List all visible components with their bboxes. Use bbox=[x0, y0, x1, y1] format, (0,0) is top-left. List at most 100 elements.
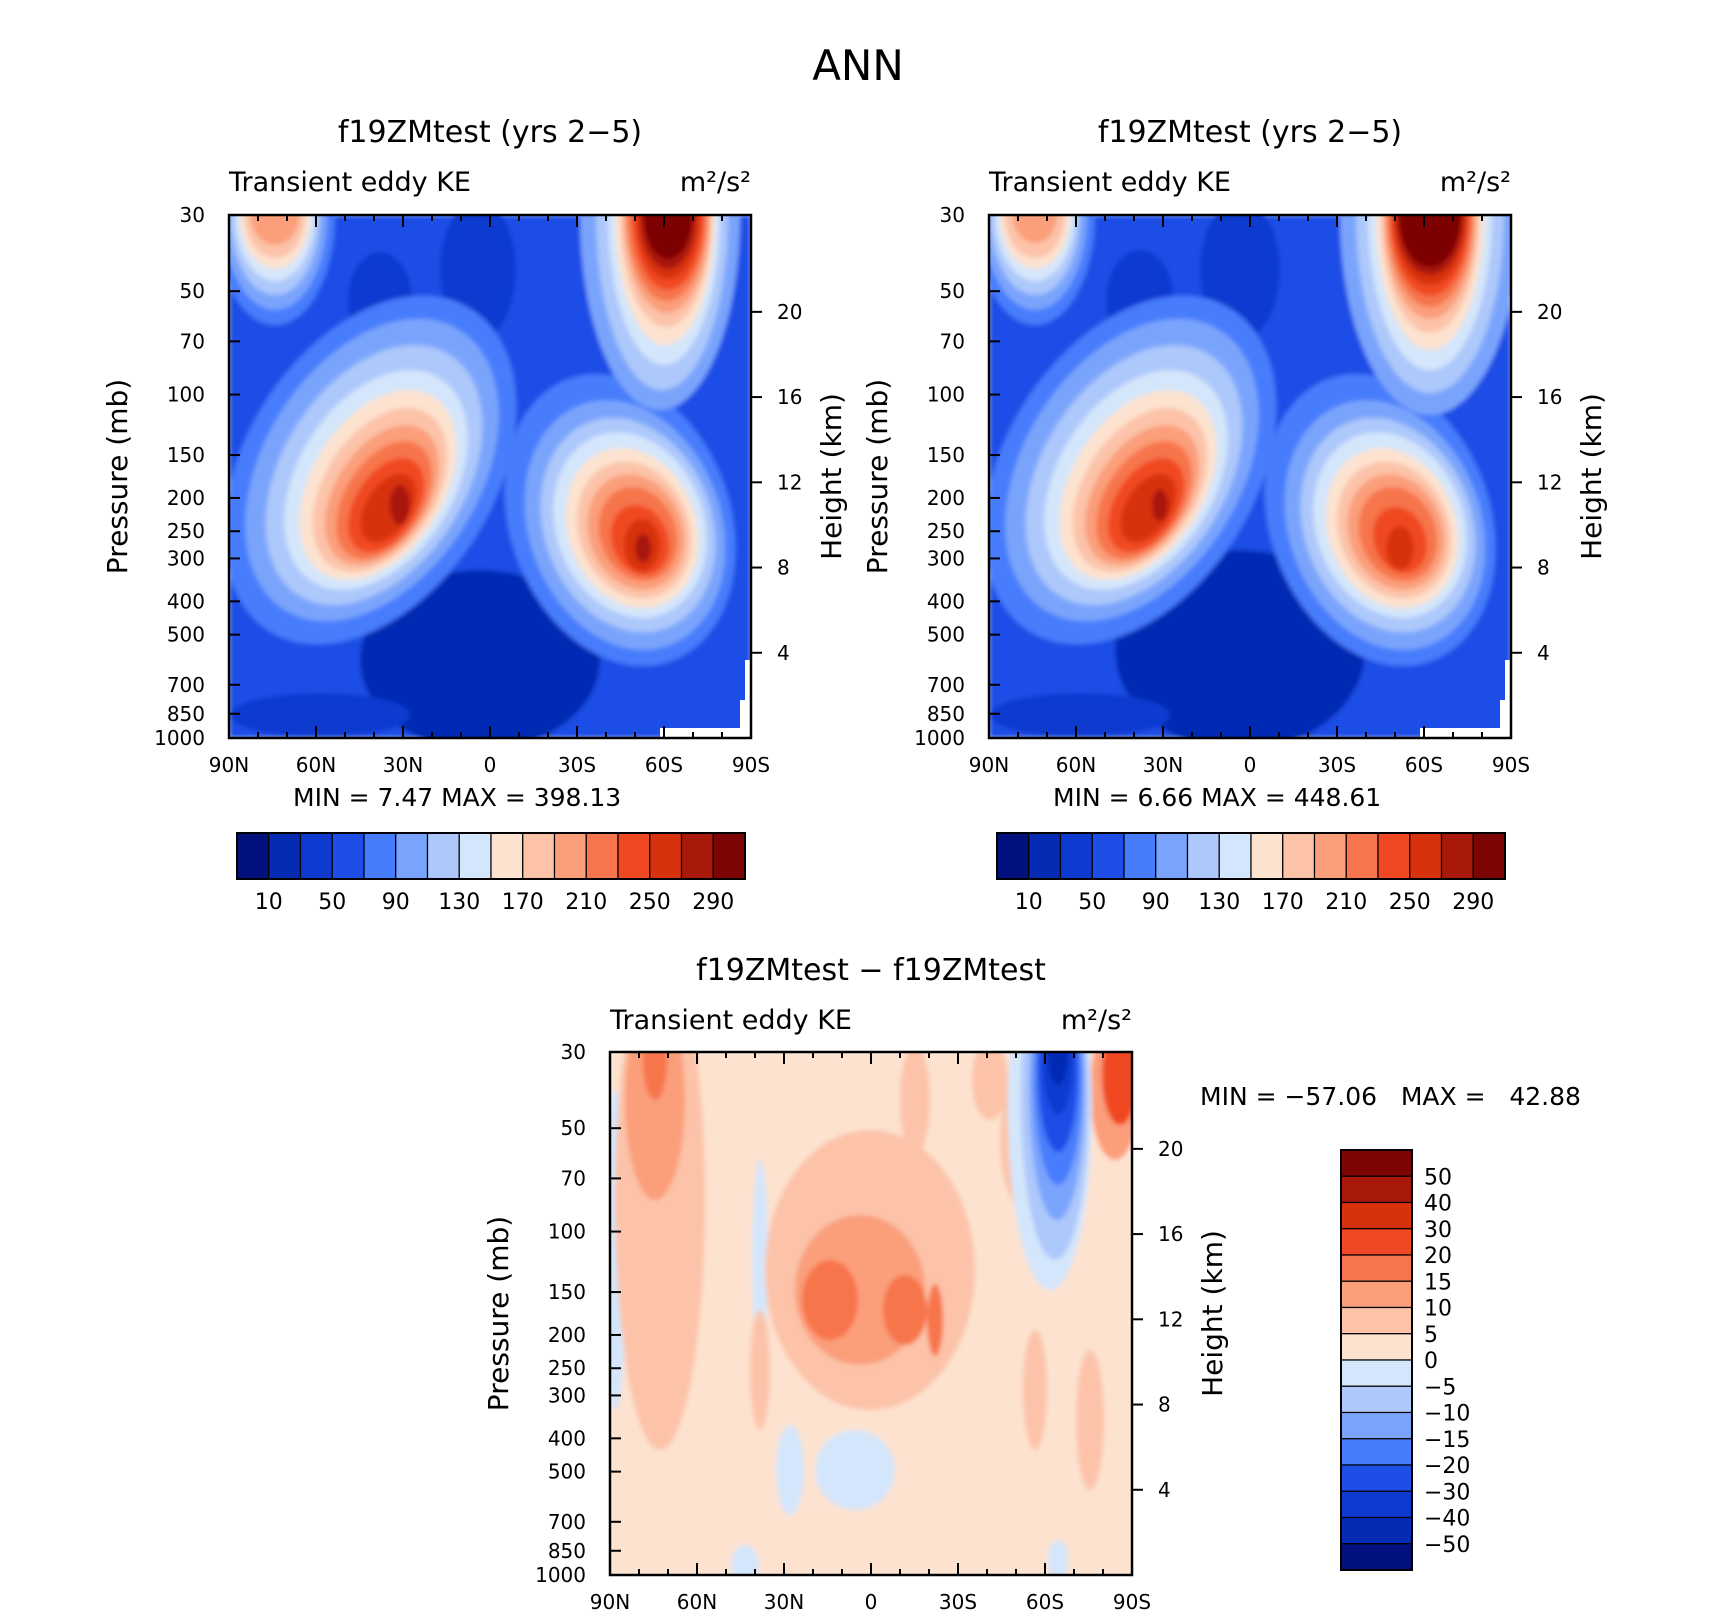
y-tick-label: 850 bbox=[927, 702, 965, 726]
colorbar-swatch bbox=[1340, 1411, 1413, 1440]
colorbar-label: −50 bbox=[1424, 1533, 1470, 1558]
colorbar-label: 250 bbox=[1389, 890, 1431, 915]
nh-upper-max bbox=[229, 215, 335, 325]
y-tick-label: 400 bbox=[167, 589, 205, 613]
colorbar-swatch bbox=[1340, 1228, 1413, 1256]
y-tick-label: 500 bbox=[167, 623, 205, 647]
colorbar-swatch bbox=[1345, 832, 1379, 880]
level-minus-5 bbox=[776, 1425, 804, 1515]
panel-right: f19ZMtest (yrs 2−5) Transient eddy KE m²… bbox=[987, 115, 1513, 740]
height-tick-label: 4 bbox=[1537, 641, 1550, 665]
x-tick-label: 30N bbox=[1143, 753, 1183, 777]
y-tick-label: 500 bbox=[927, 623, 965, 647]
colorbar-label: 0 bbox=[1424, 1349, 1438, 1374]
colorbar-right: MIN = 6.66 MAX = 448.61 10 50 90 130 170 210 25… bbox=[996, 783, 1506, 915]
colorbar-swatch bbox=[1313, 832, 1347, 880]
x-tick-label: 90N bbox=[969, 753, 1009, 777]
y-tick-label: 250 bbox=[167, 519, 205, 543]
level-minus-50 bbox=[1048, 1052, 1068, 1085]
x-tick-label: 0 bbox=[865, 1590, 878, 1614]
colorbar-swatch bbox=[553, 832, 587, 880]
level-5-to-10 bbox=[1023, 1330, 1047, 1450]
colorbar-label: 130 bbox=[438, 890, 480, 915]
panel-left-variable-label: Transient eddy KE bbox=[228, 167, 471, 198]
level-15-to-20 bbox=[927, 1284, 943, 1356]
level-minus-5 bbox=[815, 1430, 895, 1510]
colorbar-label: 5 bbox=[1424, 1323, 1438, 1348]
figure-title: ANN bbox=[812, 41, 904, 90]
colorbar-swatch bbox=[1340, 1254, 1413, 1282]
colorbar-swatch bbox=[1155, 832, 1189, 880]
x-tick-label: 60N bbox=[677, 1590, 717, 1614]
panel-left-title: f19ZMtest (yrs 2−5) bbox=[338, 115, 642, 150]
colorbar-swatch bbox=[236, 832, 270, 880]
colorbar-label: 90 bbox=[1142, 890, 1170, 915]
colorbar-label: 15 bbox=[1424, 1270, 1452, 1295]
colorbar-swatch bbox=[1340, 1175, 1413, 1204]
colorbar-swatch bbox=[1340, 1516, 1413, 1545]
level-5-to-10 bbox=[1076, 1350, 1104, 1490]
colorbar-label: 250 bbox=[629, 890, 671, 915]
x-tick-label: 0 bbox=[1244, 753, 1257, 777]
colorbar-swatch bbox=[1340, 1543, 1413, 1571]
x-tick-label: 90S bbox=[732, 753, 770, 777]
colorbar-label: 290 bbox=[1452, 890, 1494, 915]
x-tick-label: 90S bbox=[1113, 1590, 1151, 1614]
colorbar-label: 290 bbox=[692, 890, 734, 915]
colorbar-swatch bbox=[331, 832, 365, 880]
sh-upper-max bbox=[580, 215, 740, 410]
colorbar-label: 30 bbox=[1424, 1218, 1452, 1243]
colorbar-swatch bbox=[1059, 832, 1093, 880]
colorbar-label: 50 bbox=[318, 890, 346, 915]
panel-diff-variable-label: Transient eddy KE bbox=[609, 1005, 852, 1036]
y-tick-label: 850 bbox=[167, 702, 205, 726]
colorbar-swatch bbox=[585, 832, 619, 880]
y-tick-label: 1000 bbox=[535, 1563, 586, 1587]
y-tick-label: 400 bbox=[927, 589, 965, 613]
colorbar-swatch bbox=[1186, 832, 1220, 880]
y-tick-label: 250 bbox=[927, 519, 965, 543]
level-minus-5 bbox=[752, 1160, 768, 1360]
colorbar-label: 50 bbox=[1424, 1165, 1452, 1190]
colorbar-label: 10 bbox=[1424, 1297, 1452, 1322]
colorbar-swatch bbox=[712, 832, 746, 880]
colorbar-label: −40 bbox=[1424, 1507, 1470, 1532]
panel-left-units: m²/s² bbox=[680, 167, 751, 198]
y-tick-label: 70 bbox=[940, 329, 965, 353]
y-tick-label: 100 bbox=[927, 383, 965, 407]
level-15-to-20 bbox=[643, 1052, 667, 1100]
colorbar-label: 50 bbox=[1078, 890, 1106, 915]
colorbar-swatch bbox=[1340, 1306, 1413, 1335]
colorbar-swatch bbox=[1091, 832, 1125, 880]
height-tick-label: 8 bbox=[777, 556, 790, 580]
x-tick-label: 0 bbox=[484, 753, 497, 777]
colorbar-swatch bbox=[1340, 1280, 1413, 1309]
height-tick-label: 12 bbox=[1537, 470, 1562, 494]
panel-right-variable-label: Transient eddy KE bbox=[988, 167, 1231, 198]
x-tick-label: 30S bbox=[558, 753, 596, 777]
colorbar-label: 130 bbox=[1198, 890, 1240, 915]
nh-jet bbox=[989, 295, 1277, 645]
panel-diff-title: f19ZMtest − f19ZMtest bbox=[696, 953, 1046, 988]
x-tick-label: 60N bbox=[296, 753, 336, 777]
level-0 bbox=[360, 570, 600, 738]
nh-upper-max bbox=[989, 215, 1095, 325]
y-tick-label: 70 bbox=[561, 1166, 586, 1190]
y-tick-label: 200 bbox=[167, 486, 205, 510]
colorbar-swatch bbox=[1340, 1385, 1413, 1414]
y-tick-label: 100 bbox=[548, 1220, 586, 1244]
height-tick-label: 8 bbox=[1537, 556, 1550, 580]
y-tick-label: 850 bbox=[548, 1539, 586, 1563]
x-tick-label: 60S bbox=[1026, 1590, 1064, 1614]
colorbar-label: 210 bbox=[565, 890, 607, 915]
colorbar-swatch bbox=[1282, 832, 1316, 880]
annotation-layer: 3050701001502002503004005007008501000201… bbox=[101, 203, 1608, 1614]
height-tick-label: 8 bbox=[1158, 1393, 1171, 1417]
colorbar-swatch bbox=[1440, 832, 1474, 880]
panel-diff: f19ZMtest − f19ZMtest Transient eddy KE … bbox=[608, 953, 1581, 1577]
x-tick-label: 90S bbox=[1492, 753, 1530, 777]
colorbar-swatch bbox=[363, 832, 397, 880]
colorbar-label: 40 bbox=[1424, 1192, 1452, 1217]
x-tick-label: 60S bbox=[1405, 753, 1443, 777]
